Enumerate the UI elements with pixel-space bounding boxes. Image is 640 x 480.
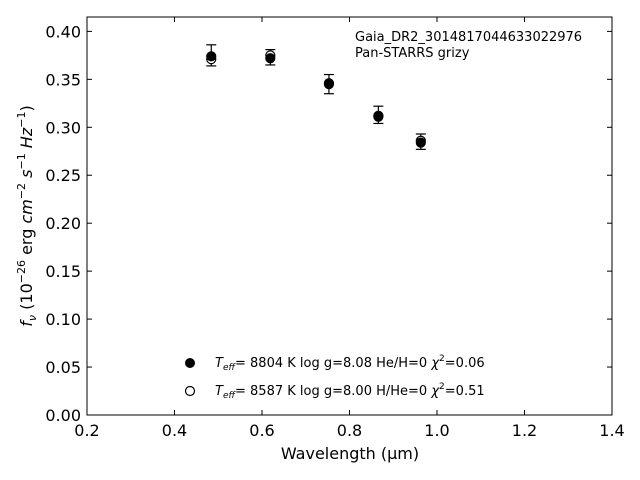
legend: Teff= 8804 K log g=8.08 He/H=0 χ2=0.06 T… [184,354,485,401]
y-tick-label: 0.30 [45,118,81,137]
legend-entry-1: Teff= 8804 K log g=8.08 He/H=0 χ2=0.06 [215,354,485,373]
y-tick-label: 0.10 [45,310,81,329]
y-tick-label: 0.40 [45,22,81,41]
y-tick-label: 0.20 [45,214,81,233]
y-tick-label: 0.05 [45,358,81,377]
filled-model-point [323,79,335,90]
x-tick-label: 0.4 [162,421,187,440]
y-axis-ticks: 0.00 0.05 0.10 0.15 0.20 0.25 0.30 0.35 0.40 [45,22,612,425]
x-tick-label: 1.2 [512,421,537,440]
data-marks [206,44,426,150]
x-axis-ticks: 0.2 0.4 0.6 0.8 1.0 1.2 1.4 [74,17,625,440]
filled-model-point [415,137,426,148]
x-tick-label: 0.8 [337,421,362,440]
x-axis-title: Wavelength (μm) [281,444,419,463]
y-tick-label: 0.15 [45,262,81,281]
legend-filled-marker [185,358,195,368]
x-tick-label: 1.0 [424,421,449,440]
object-id-annotation: Gaia_DR2_3014817044633022976 [355,30,582,45]
y-tick-label: 0.00 [45,406,81,425]
y-tick-label: 0.35 [45,70,81,89]
survey-annotation: Pan-STARRS grizy [355,46,470,61]
filled-model-point [265,53,276,64]
x-tick-label: 1.4 [599,421,624,440]
x-tick-label: 0.2 [74,421,99,440]
x-tick-label: 0.6 [249,421,274,440]
filled-model-point [206,51,217,62]
y-axis-title: fν (10−26 erg cm−2 s−1 Hz−1) [15,105,39,326]
filled-model-point [373,111,384,122]
legend-open-marker [184,385,196,397]
y-tick-label: 0.25 [45,166,81,185]
legend-entry-2: Teff= 8587 K log g=8.00 H/He=0 χ2=0.51 [215,382,485,401]
